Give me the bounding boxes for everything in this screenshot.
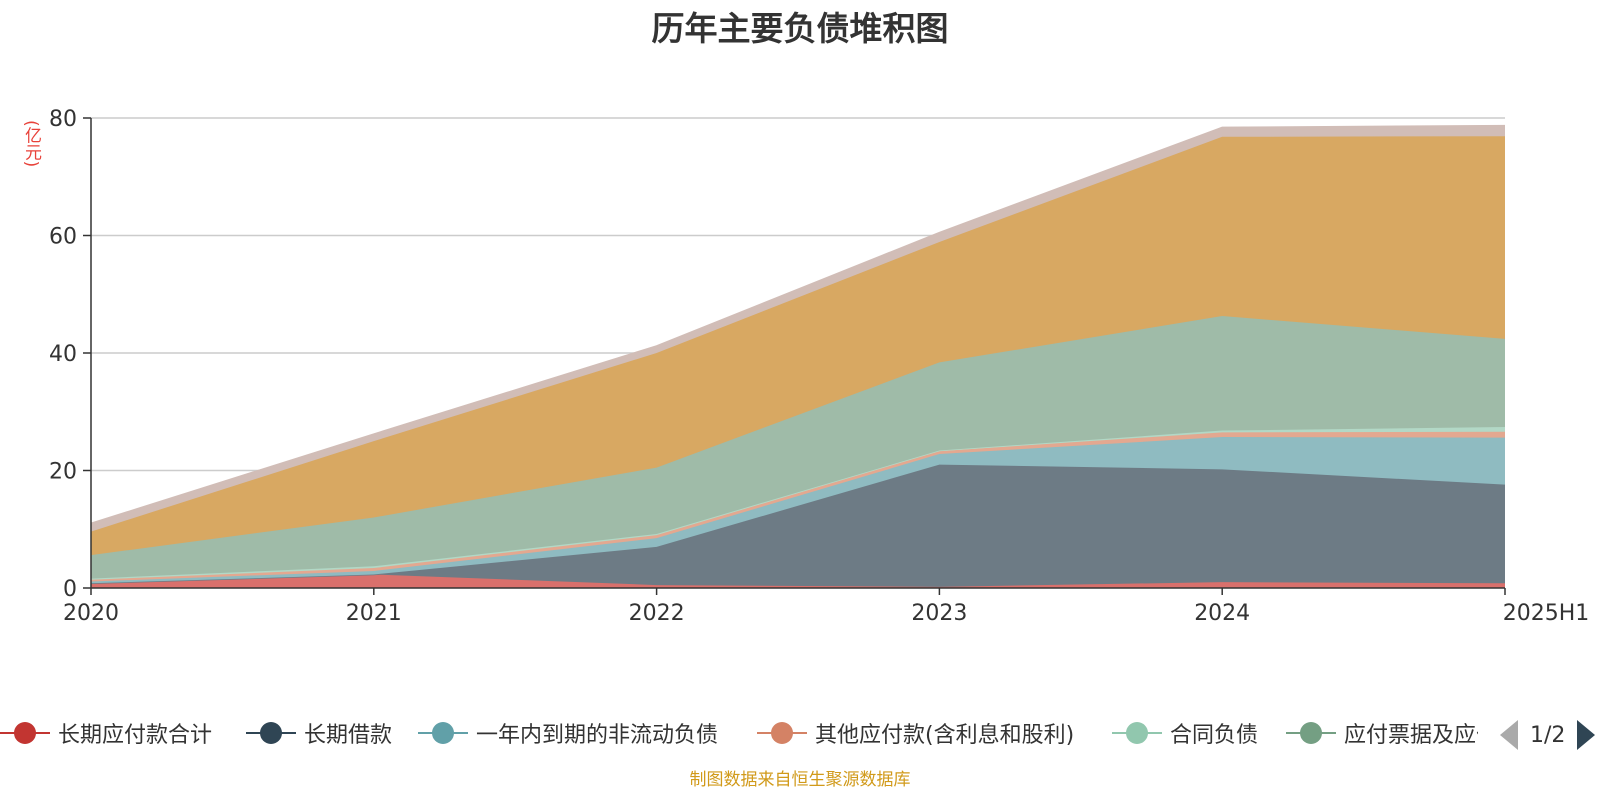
legend-item[interactable]: 合同负债 — [1112, 716, 1258, 750]
legend-label: 应付票据及应付账款 — [1344, 723, 1478, 748]
legend-marker-icon — [418, 722, 468, 744]
chart-title: 历年主要负债堆积图 — [651, 9, 949, 48]
legend-label: 一年内到期的非流动负债 — [476, 723, 719, 748]
legend-next-arrow-icon[interactable] — [1577, 720, 1596, 750]
legend-label: 合同负债 — [1170, 723, 1259, 748]
x-tick-label: 2025H1 — [1503, 601, 1590, 626]
area-series-3[interactable] — [91, 437, 1505, 584]
legend-pager: 1/2 — [1500, 718, 1596, 752]
y-tick-label: 40 — [49, 342, 77, 367]
area-series-2[interactable] — [91, 464, 1505, 587]
legend-marker-icon — [1286, 722, 1336, 744]
legend-marker-icon — [246, 722, 296, 744]
legend-page-indicator: 1/2 — [1530, 722, 1566, 748]
x-tick-label: 2022 — [629, 601, 685, 626]
area-series-edge-8 — [90, 124, 1506, 525]
y-tick-label: 0 — [63, 577, 77, 602]
legend-item[interactable]: 其他应付款(含利息和股利) — [757, 716, 1074, 750]
axes: 0 20 40 60 80 2020 2021 2022 2023 2024 2025H1 — [49, 107, 1589, 626]
legend-label: 其他应付款(含利息和股利) — [815, 723, 1075, 748]
legend-item[interactable]: 长期借款 — [246, 716, 392, 750]
y-tick-label: 80 — [49, 107, 77, 132]
legend-items: 长期应付款合计 长期借款 一年内到期的非流动负债 其他应付款(含利息和股利) 合同负债 应… — [0, 716, 1478, 750]
x-tick-label: 2021 — [346, 601, 402, 626]
legend-marker-icon — [0, 722, 50, 744]
stacked-area-chart: 0 20 40 60 80 2020 2021 2022 2023 2024 2025H1 — [49, 107, 1589, 626]
y-tick-label: 60 — [49, 225, 77, 250]
area-series-6[interactable] — [91, 315, 1505, 579]
legend: 长期应付款合计 长期借款 一年内到期的非流动负债 其他应付款(含利息和股利) 合同负债 应… — [0, 716, 1600, 750]
area-series-edge-3 — [90, 436, 1506, 583]
x-tick-label: 2023 — [911, 601, 967, 626]
area-series — [90, 124, 1506, 588]
legend-item[interactable]: 应付票据及应付账款 — [1286, 716, 1478, 750]
x-tick-label: 2020 — [63, 601, 119, 626]
area-series-7[interactable] — [91, 136, 1505, 556]
legend-item[interactable]: 长期应付款合计 — [0, 716, 212, 750]
legend-marker-icon — [1112, 722, 1162, 744]
legend-label: 长期借款 — [304, 723, 393, 748]
legend-prev-arrow-icon[interactable] — [1500, 720, 1518, 750]
y-tick-label: 20 — [49, 460, 77, 485]
legend-label: 长期应付款合计 — [58, 723, 213, 748]
legend-marker-icon — [757, 722, 807, 744]
legend-item[interactable]: 一年内到期的非流动负债 — [418, 716, 718, 750]
x-tick-label: 2024 — [1194, 601, 1250, 626]
y-axis-unit-label: (亿元) — [21, 120, 41, 168]
data-source-note: 制图数据来自恒生聚源数据库 — [689, 770, 911, 790]
